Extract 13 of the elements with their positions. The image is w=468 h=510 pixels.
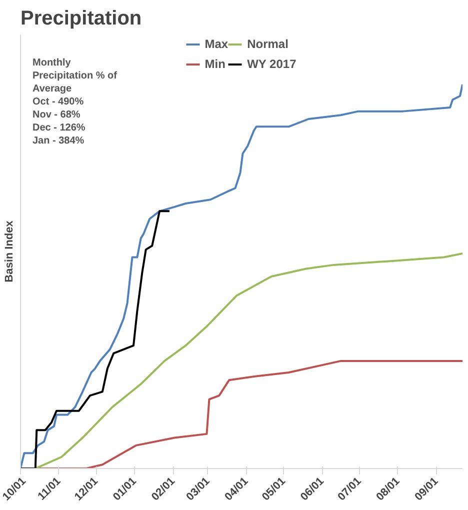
legend-label: WY 2017 xyxy=(247,57,296,71)
text: Precipitation % of xyxy=(32,70,118,82)
annotation: Dec - 126% xyxy=(32,122,86,134)
annotation: Average xyxy=(32,84,72,94)
legend-label: Max xyxy=(204,37,228,51)
annotation: Oct - 490% xyxy=(32,96,84,108)
text: Monthly xyxy=(32,58,72,68)
chart-title: Precipitation xyxy=(20,8,142,30)
annotation: Nov - 68% xyxy=(32,110,80,120)
annotation: Jan - 384% xyxy=(32,136,84,146)
legend-label: Normal xyxy=(247,37,288,51)
y-axis-title: Basin Index xyxy=(4,220,16,282)
legend-label: Min xyxy=(204,57,226,71)
